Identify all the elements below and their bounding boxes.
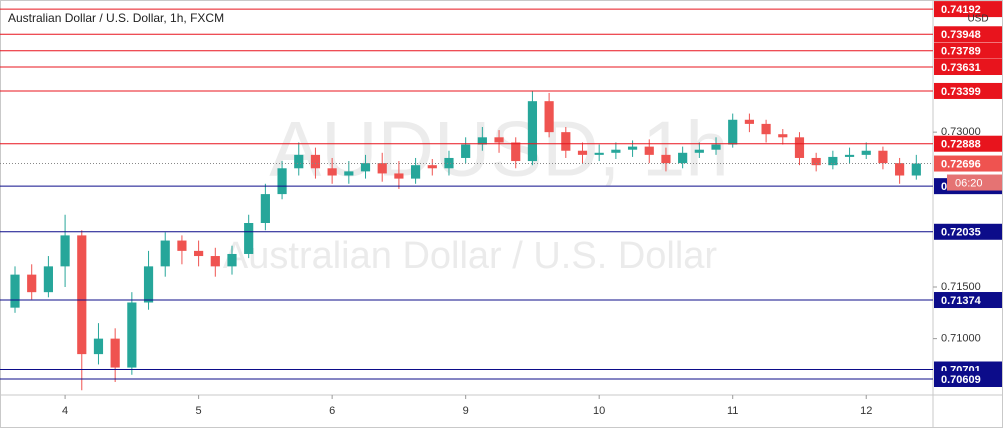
x-tick-label: 12 (860, 405, 872, 417)
candle-body (477, 137, 487, 145)
level-tag (934, 135, 1002, 152)
level-tag-label: 0.71374 (941, 295, 982, 307)
level-tag-label: 0.73948 (941, 29, 981, 41)
candle-body (377, 163, 387, 174)
candle-body (327, 168, 337, 176)
candle-body (811, 157, 821, 166)
candle-body (60, 235, 70, 267)
candle-body (911, 163, 921, 176)
level-tag-label: 0.74192 (941, 4, 981, 16)
candle-body (194, 250, 204, 257)
candle-body (627, 146, 638, 150)
candle-body (210, 256, 220, 267)
candle-body (611, 149, 621, 153)
x-tick-label: 10 (593, 405, 605, 417)
level-tag (934, 26, 1002, 43)
x-tick-label: 9 (463, 405, 469, 417)
candle-body (10, 274, 20, 308)
candle-body (678, 152, 688, 164)
candle-body (744, 119, 754, 124)
candle-body (494, 137, 504, 143)
candle-body (895, 163, 905, 176)
candle-body (878, 150, 888, 164)
candle-body (177, 240, 187, 251)
level-tag (934, 1, 1002, 18)
candle-body (294, 154, 304, 169)
candle-body (761, 123, 771, 135)
candle-body (394, 173, 404, 179)
level-tag (934, 292, 1002, 309)
axes: 4 5 6 9 10 11 12 0.71000 0.71500 0.73000 0.74192 0.… (62, 1, 1002, 417)
candle-body (110, 338, 120, 368)
level-tag-label: 0.73631 (941, 62, 981, 74)
candle-body (778, 134, 788, 138)
candle-body (644, 146, 654, 155)
candle-body (411, 165, 421, 179)
current-price-label: 0.72696 (941, 158, 981, 170)
plot (0, 8, 933, 391)
candle-body (143, 266, 154, 303)
candle-body (828, 156, 838, 166)
candle-body (594, 152, 604, 155)
current-price-tag (934, 155, 1002, 172)
candle-body (694, 149, 704, 153)
candle-body (461, 144, 471, 158)
candle-body (711, 144, 721, 150)
candle-body (227, 253, 237, 267)
candle-body (844, 154, 855, 157)
candle-body (127, 302, 137, 368)
candle-body (360, 163, 371, 172)
candle-body (544, 101, 554, 133)
candle-body (728, 119, 738, 145)
level-tag-label: 0.72888 (941, 139, 981, 151)
candle-body (511, 142, 521, 162)
candle-body (561, 132, 571, 151)
level-tag (934, 82, 1002, 99)
y-tick-label: 0.73000 (941, 126, 981, 138)
candle-body (277, 168, 287, 195)
candle-body (661, 154, 671, 164)
y-tick-label: 0.71000 (941, 333, 981, 345)
x-tick-label: 11 (727, 405, 738, 417)
candle-body (861, 150, 871, 155)
watermark-subtitle: Australian Dollar / U.S. Dollar (223, 235, 718, 277)
candle-body (444, 157, 454, 169)
x-tick-label: 5 (196, 405, 202, 417)
candle-body (427, 165, 437, 169)
level-tag-label: 0.72035 (941, 227, 981, 239)
candle-body (260, 194, 270, 224)
candle-body (93, 338, 104, 355)
candle-body (310, 154, 321, 169)
candle-body (344, 171, 354, 176)
level-tag (934, 223, 1002, 240)
level-tag (934, 42, 1002, 59)
level-tag (934, 370, 1002, 387)
candle-body (527, 101, 538, 162)
level-tag (934, 59, 1002, 76)
candle-body (43, 266, 53, 293)
x-tick-label: 6 (329, 405, 335, 417)
y-tick-label: 0.71500 (941, 281, 981, 293)
candle-body (27, 274, 37, 293)
chart-title: Australian Dollar / U.S. Dollar, 1h, FXC… (8, 11, 224, 25)
level-tag-label: 0.73399 (941, 86, 981, 98)
currency-label: USD (967, 14, 988, 25)
candle-body (794, 137, 805, 158)
level-tag-label: 0.73789 (941, 46, 981, 58)
countdown-label: 06:20 (955, 177, 983, 189)
candle-body (244, 223, 254, 254)
x-tick-label: 4 (62, 405, 68, 417)
countdown-tag (947, 174, 1002, 191)
candle-body (77, 235, 87, 355)
candle-body (160, 240, 170, 267)
candle-body (577, 150, 588, 155)
level-tag-label: 0.70609 (941, 374, 981, 386)
